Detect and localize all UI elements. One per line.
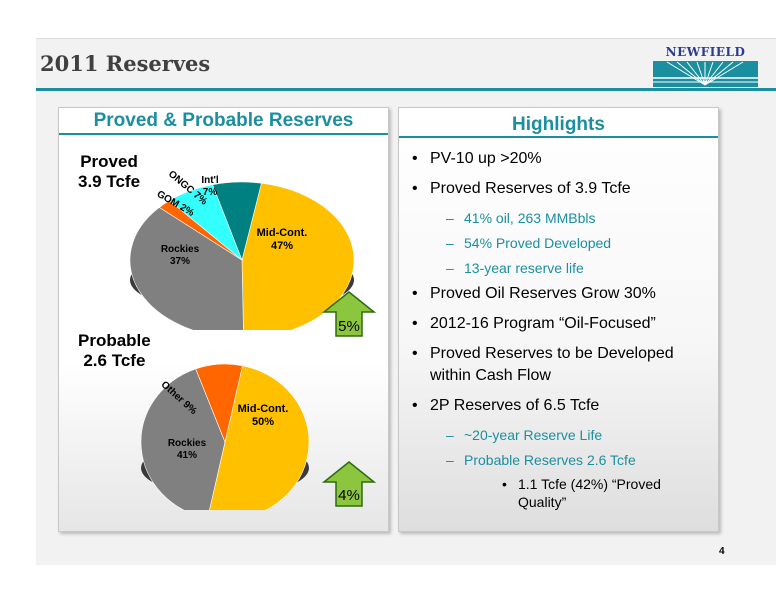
pie-slice-other [195, 363, 243, 444]
proved-title-line2: 3.9 Tcfe [78, 172, 141, 191]
list-item: 2012-16 Program “Oil-Focused” [410, 313, 710, 335]
proved-change-label: 5% [338, 318, 360, 335]
list-item: Probable Reserves 2.6 Tcfe [410, 450, 710, 470]
title-divider [36, 88, 776, 91]
probable-label-mid-cont: Mid-Cont. [238, 403, 289, 415]
proved-change-arrow: 5% [322, 291, 376, 337]
page-number: 4 [719, 546, 725, 557]
probable-label-rockies: Rockies [168, 438, 207, 449]
proved-label-mid-cont: Mid-Cont. [257, 227, 308, 239]
list-item: Proved Reserves of 3.9 Tcfe [410, 178, 710, 200]
newfield-logo: NEWFIELD [647, 45, 764, 89]
sunburst-icon [653, 61, 758, 87]
list-item: Proved Reserves to be Developed within C… [410, 343, 710, 387]
reserves-panel-heading: Proved & Probable Reserves [59, 108, 388, 135]
probable-title-line1: Probable [78, 331, 151, 350]
proved-label-intl-pct: 7% [203, 187, 218, 198]
list-item: 54% Proved Developed [410, 233, 710, 253]
probable-title-line2: 2.6 Tcfe [83, 351, 146, 370]
logo-wordmark: NEWFIELD [665, 45, 746, 59]
up-arrow-icon [322, 461, 376, 507]
highlights-list: PV-10 up >20% Proved Reserves of 3.9 Tcf… [410, 148, 710, 516]
pie-slice-rockies [130, 207, 244, 330]
list-item: 2P Reserves of 6.5 Tcfe [410, 395, 710, 417]
list-item: Proved Oil Reserves Grow 30% [410, 283, 710, 305]
probable-title: Probable 2.6 Tcfe [78, 331, 151, 371]
probable-label-rockies-pct: 41% [177, 450, 197, 461]
up-arrow-icon [322, 291, 376, 337]
pie-slice-intl [212, 181, 262, 261]
proved-title-line1: Proved [80, 152, 138, 171]
highlights-heading: Highlights [399, 108, 718, 138]
list-item: ~20-year Reserve Life [410, 425, 710, 445]
probable-change-label: 4% [338, 487, 360, 504]
slide-title: 2011 Reserves [40, 51, 211, 76]
proved-label-rockies-pct: 37% [170, 256, 190, 267]
list-item: PV-10 up >20% [410, 148, 710, 170]
probable-change-arrow: 4% [322, 461, 376, 507]
list-item: 1.1 Tcfe (42%) “Proved Quality” [410, 475, 710, 511]
proved-label-rockies: Rockies [161, 244, 200, 255]
list-item: 13-year reserve life [410, 258, 710, 278]
proved-label-intl: Int'l [201, 175, 219, 186]
list-item: 41% oil, 263 MMBbls [410, 208, 710, 228]
proved-label-mid-cont-pct: 47% [271, 240, 293, 252]
pie-slice-rockies [140, 368, 226, 510]
pie-slice-mid-cont [241, 182, 355, 330]
proved-title: Proved 3.9 Tcfe [78, 152, 140, 192]
probable-label-mid-cont-pct: 50% [252, 416, 274, 428]
